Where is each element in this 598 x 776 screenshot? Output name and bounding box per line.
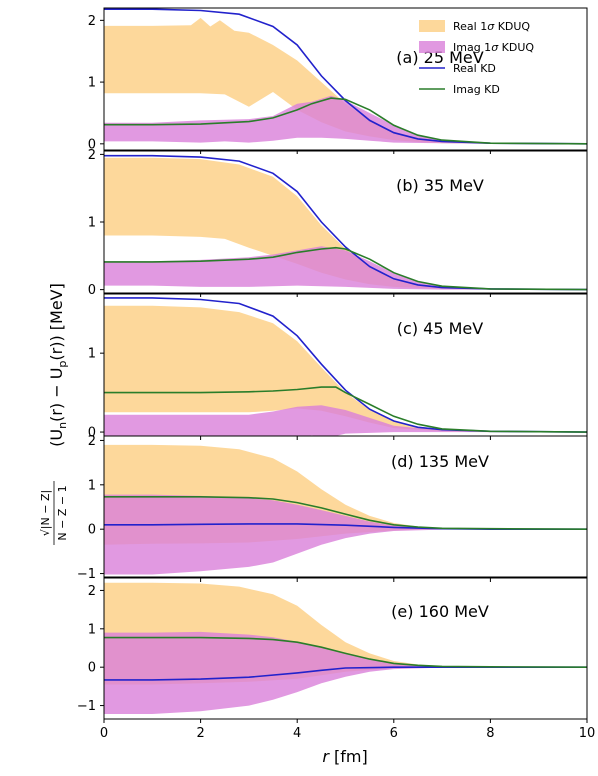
panel-a-plot-area — [104, 8, 587, 145]
panel-d-imag-kd-line — [104, 496, 587, 530]
y-axis-mid: (r) − U — [47, 368, 66, 422]
panel-b-y-tick-label: 2 — [88, 148, 96, 163]
panel-a-label: (a) 25 MeV — [396, 48, 483, 67]
panel-a-y-tick-label: 0 — [88, 137, 96, 152]
legend-label-0: Real 1σ KDUQ — [453, 20, 530, 33]
panel-b-imag-kd-line — [104, 246, 587, 291]
panel-d-imag-band — [104, 494, 587, 575]
panel-b-y-tick-label: 0 — [88, 283, 96, 298]
y-axis-prefix-denominator: N − Z − 1 — [56, 485, 69, 540]
y-axis-prefix-numerator: √|N − Z| — [39, 490, 52, 536]
panel-c: 0 1 (c) 45 MeV — [88, 293, 588, 441]
panel-b-y-tick-label: 1 — [88, 216, 96, 231]
panel-c-real-kd-line — [104, 297, 587, 433]
legend-swatch-1 — [419, 41, 445, 53]
panel-e-frame — [103, 576, 588, 720]
panel-c-imag-kd-line — [104, 386, 587, 433]
panel-c-imag-band — [104, 405, 587, 436]
panel-e-y-tick-label: −1 — [77, 699, 96, 714]
panel-e-imag-band — [104, 631, 587, 714]
panels-group: 0 1 2 (a) 25 MeV 0 1 2 (b) 35 MeV 0 1 (c) 45 MeV −1… — [77, 7, 596, 741]
panel-e-label: (e) 160 MeV — [391, 602, 489, 621]
panel-e-plot-area — [104, 582, 587, 714]
legend-label-3: Imag KD — [453, 83, 500, 96]
y-axis-tail: (r)) [MeV] — [47, 283, 66, 360]
x-tick-label: 10 — [579, 726, 596, 741]
panel-c-y-tick-label: 1 — [88, 347, 96, 362]
panel-a-real-band — [104, 17, 587, 144]
panel-d-y-tick-label: 0 — [88, 523, 96, 538]
svg-text:(Un(r) − Up(r)) [MeV]: (Un(r) − Up(r)) [MeV] — [47, 283, 69, 447]
x-axis-unit: [fm] — [329, 747, 368, 766]
panel-e-y-tick-label: 0 — [88, 661, 96, 676]
panel-c-plot-area — [104, 297, 587, 436]
panel-a-imag-kd-line — [104, 97, 587, 145]
x-tick-label: 4 — [293, 726, 301, 741]
panel-d-plot-area — [104, 444, 587, 575]
panel-d-y-tick-label: 1 — [88, 478, 96, 493]
panel-d-y-tick-label: 2 — [88, 434, 96, 449]
legend: Real 1σ KDUQ Imag 1σ KDUQ Real KD Imag KD — [419, 20, 534, 96]
panel-d: −1 0 1 2 (d) 135 MeV — [77, 434, 588, 582]
panel-c-y-tick-label: 0 — [88, 426, 96, 441]
panel-a-real-kd-line — [104, 8, 587, 145]
panel-c-label: (c) 45 MeV — [397, 319, 483, 338]
panel-b-real-kd-line — [104, 154, 587, 291]
panel-a-y-tick-label: 1 — [88, 76, 96, 91]
legend-label-2: Real KD — [453, 62, 496, 75]
panel-a-y-tick-label: 2 — [88, 14, 96, 29]
y-axis-title: (Un(r) − Up(r)) [MeV] √|N − Z| N − Z − 1 — [39, 283, 69, 545]
y-axis-main: (U — [47, 429, 66, 447]
panel-e: −1 0 1 2 (e) 160 MeV — [77, 576, 588, 723]
panel-e-real-kd-line — [104, 666, 587, 681]
panel-d-frame — [103, 435, 588, 579]
panel-d-y-tick-label: −1 — [77, 567, 96, 582]
y-axis-sub-p: p — [56, 361, 69, 368]
panel-d-label: (d) 135 MeV — [391, 452, 489, 471]
panel-a: 0 1 2 (a) 25 MeV — [88, 7, 588, 154]
x-axis-title: r [fm] — [322, 747, 367, 766]
panel-b-label: (b) 35 MeV — [396, 176, 484, 195]
y-axis-sub-n: n — [56, 422, 69, 429]
x-tick-label: 2 — [196, 726, 204, 741]
panel-e-y-tick-label: 1 — [88, 622, 96, 637]
panel-e-y-tick-label: 2 — [88, 584, 96, 599]
x-tick-label: 6 — [390, 726, 398, 741]
panel-b: 0 1 2 (b) 35 MeV — [88, 148, 588, 298]
panel-e-imag-kd-line — [104, 636, 587, 668]
legend-label-1: Imag 1σ KDUQ — [453, 41, 534, 54]
panel-c-real-band — [104, 305, 587, 433]
panel-b-imag-band — [104, 246, 587, 290]
x-tick-label: 0 — [100, 726, 108, 741]
panel-a-frame — [103, 7, 588, 151]
x-tick-label: 8 — [486, 726, 494, 741]
x-axis-variable: r — [322, 747, 330, 766]
panel-b-plot-area — [104, 154, 587, 291]
panel-b-real-band — [104, 157, 587, 290]
legend-swatch-0 — [419, 20, 445, 32]
panel-a-imag-band — [104, 95, 587, 144]
